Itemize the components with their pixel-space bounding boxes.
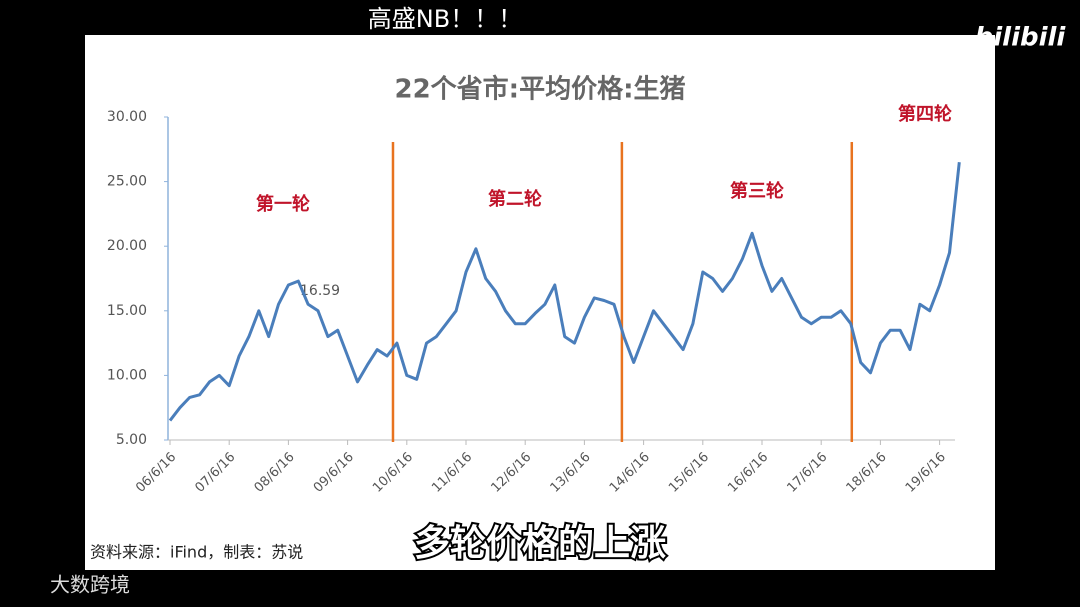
annotation: 16.59 bbox=[300, 283, 340, 299]
chart-title: 22个省市:平均价格:生猪 bbox=[395, 74, 686, 105]
y-tick-label: 10.00 bbox=[107, 367, 147, 383]
watermark: 大数跨境 bbox=[50, 573, 130, 597]
y-tick-label: 30.00 bbox=[107, 109, 147, 125]
source: 资料来源：iFind，制表：苏说 bbox=[90, 543, 303, 562]
logo: bilibili bbox=[975, 23, 1067, 53]
round-label: 第一轮 bbox=[256, 193, 310, 215]
y-tick-label: 5.00 bbox=[116, 432, 147, 448]
y-tick-label: 25.00 bbox=[107, 174, 147, 190]
round-label: 第二轮 bbox=[488, 188, 542, 210]
price-line bbox=[168, 162, 961, 422]
y-tick-label: 20.00 bbox=[107, 238, 147, 254]
round-label: 第四轮 bbox=[898, 103, 952, 125]
round-label: 第三轮 bbox=[730, 180, 784, 202]
caption: 多轮价格的上涨 bbox=[414, 523, 666, 564]
chart-panel bbox=[85, 35, 995, 570]
y-tick-label: 15.00 bbox=[107, 303, 147, 319]
top-text: 高盛NB！！！ bbox=[368, 5, 522, 33]
